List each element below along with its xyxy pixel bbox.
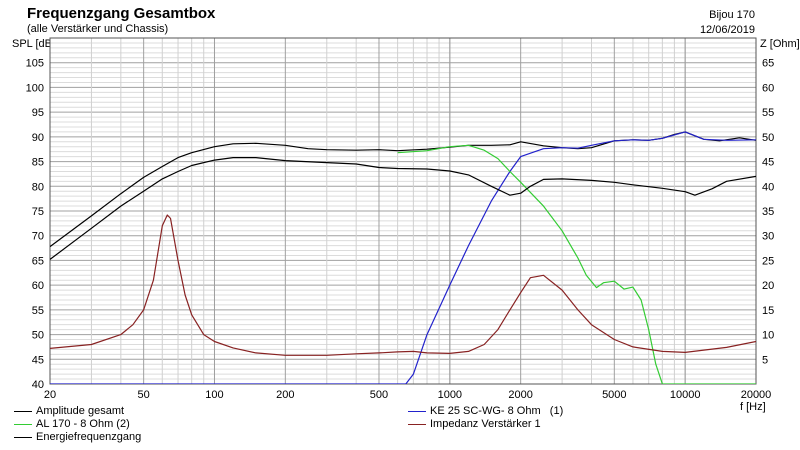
- x-tick-label: 100: [205, 389, 223, 401]
- y2-tick-label: 50: [762, 132, 774, 144]
- legend-item-energie: Energiefrequenzgang: [14, 431, 141, 443]
- y2-tick-label: 55: [762, 107, 774, 119]
- legend-swatch: [14, 410, 32, 412]
- y-tick-label: 60: [32, 280, 44, 292]
- legend-swatch: [408, 410, 426, 412]
- x-tick-label: 5000: [602, 389, 626, 401]
- x-axis-label: f [Hz]: [740, 401, 766, 413]
- legend-swatch: [14, 423, 32, 425]
- y-tick-label: 70: [32, 231, 44, 243]
- y2-tick-label: 15: [762, 305, 774, 317]
- y2-tick-label: 25: [762, 255, 774, 267]
- x-tick-label: 20000: [741, 389, 772, 401]
- series-line-al-170-8-ohm-2: [397, 144, 756, 384]
- y-tick-label: 65: [32, 255, 44, 267]
- x-tick-label: 1000: [438, 389, 462, 401]
- x-tick-label: 200: [276, 389, 294, 401]
- y-tick-label: 45: [32, 354, 44, 366]
- y-tick-label: 95: [32, 107, 44, 119]
- y-tick-label: 100: [26, 82, 44, 94]
- y-tick-label: 85: [32, 157, 44, 169]
- x-tick-label: 2000: [508, 389, 532, 401]
- legend-item-al170: AL 170 - 8 Ohm (2): [14, 418, 130, 430]
- y2-tick-label: 30: [762, 231, 774, 243]
- y2-tick-label: 35: [762, 206, 774, 218]
- legend-label: KE 25 SC-WG- 8 Ohm (1): [430, 405, 564, 417]
- legend-item-ke25: KE 25 SC-WG- 8 Ohm (1): [408, 405, 563, 417]
- chart-date: 12/06/2019: [699, 24, 755, 36]
- y-tick-label: 105: [26, 58, 44, 70]
- legend-item-impedanz: Impedanz Verstärker 1: [408, 418, 541, 430]
- chart-subtitle: (alle Verstärker und Chassis): [27, 23, 169, 35]
- y-tick-label: 75: [32, 206, 44, 218]
- legend-item-amplitude: Amplitude gesamt: [14, 405, 124, 417]
- y2-tick-label: 60: [762, 82, 774, 94]
- x-tick-label: 10000: [670, 389, 701, 401]
- series-line-ke-25-sc-wg-8-ohm-1: [50, 131, 756, 384]
- legend-label: Amplitude gesamt: [36, 405, 125, 417]
- legend-swatch: [14, 436, 32, 438]
- x-tick-label: 500: [370, 389, 388, 401]
- y2-tick-label: 45: [762, 157, 774, 169]
- y-tick-label: 55: [32, 305, 44, 317]
- x-tick-label: 50: [138, 389, 150, 401]
- legend-label: AL 170 - 8 Ohm (2): [36, 418, 130, 430]
- series-line-energiefrequenzgang: [50, 157, 756, 260]
- legend-label: Energiefrequenzgang: [36, 431, 142, 443]
- y2-tick-label: 65: [762, 58, 774, 70]
- y-tick-label: 90: [32, 132, 44, 144]
- project-name: Bijou 170: [709, 9, 755, 21]
- y2-axis-label: Z [Ohm]: [760, 38, 800, 50]
- y2-tick-label: 5: [762, 354, 768, 366]
- legend-label: Impedanz Verstärker 1: [430, 418, 541, 430]
- y2-tick-label: 40: [762, 181, 774, 193]
- legend-swatch: [408, 423, 426, 425]
- y-axis-label: SPL [dB]: [12, 38, 56, 50]
- y2-tick-label: 20: [762, 280, 774, 292]
- y2-tick-label: 10: [762, 330, 774, 342]
- series-line-impedanz-verst-rker-1: [50, 214, 756, 356]
- y-tick-label: 50: [32, 330, 44, 342]
- chart-title: Frequenzgang Gesamtbox: [27, 5, 216, 22]
- chart-meta: Bijou 170 12/06/2019: [700, 8, 755, 38]
- x-tick-label: 20: [44, 389, 56, 401]
- y-tick-label: 80: [32, 181, 44, 193]
- y-tick-label: 40: [32, 379, 44, 391]
